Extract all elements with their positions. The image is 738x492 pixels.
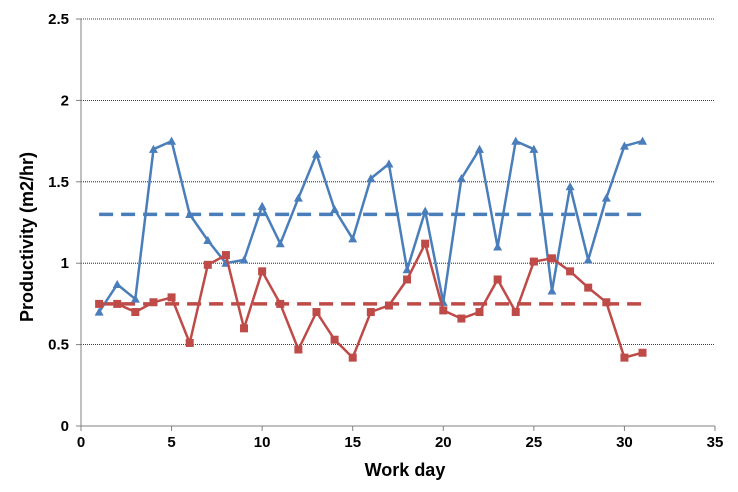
data-point-square xyxy=(258,267,267,276)
data-point-square xyxy=(348,353,357,362)
data-point-square xyxy=(547,254,556,263)
data-point-triangle xyxy=(348,234,358,243)
data-point-triangle xyxy=(257,201,267,210)
y-tick-label: 0.5 xyxy=(48,337,69,354)
data-point-triangle xyxy=(420,206,430,215)
data-point-triangle xyxy=(402,265,412,274)
data-point-square xyxy=(403,275,412,284)
data-point-triangle xyxy=(493,242,503,251)
data-point-triangle xyxy=(293,193,303,202)
x-tick-labels: 0 5 10 15 20 25 30 35 xyxy=(77,434,724,451)
data-point-square xyxy=(421,239,430,248)
data-point-triangle xyxy=(148,144,158,153)
data-point-triangle xyxy=(130,294,140,303)
y-tick-label: 1 xyxy=(61,255,69,272)
y-tick-label: 2 xyxy=(61,92,69,109)
data-point-square xyxy=(439,306,448,315)
data-series xyxy=(94,136,648,362)
data-point-square xyxy=(620,353,629,362)
data-point-square xyxy=(113,299,122,308)
data-point-triangle xyxy=(275,239,285,248)
data-point-square xyxy=(95,299,104,308)
data-point-triangle xyxy=(529,144,539,153)
data-point-square xyxy=(602,298,611,307)
data-point-triangle xyxy=(565,182,575,191)
data-point-triangle xyxy=(547,286,557,295)
data-point-square xyxy=(566,267,575,276)
x-tick-label: 10 xyxy=(254,434,271,451)
data-point-square xyxy=(185,338,194,347)
data-point-square xyxy=(529,257,538,266)
x-tick-label: 0 xyxy=(77,434,85,451)
data-point-triangle xyxy=(456,174,466,183)
y-tick-label: 0 xyxy=(61,418,69,435)
data-point-square xyxy=(203,260,212,269)
data-point-square xyxy=(584,283,593,292)
x-axis-label: Work day xyxy=(365,460,446,480)
data-point-square xyxy=(384,301,393,310)
x-tick-label: 15 xyxy=(344,434,361,451)
data-point-triangle xyxy=(601,193,611,202)
data-point-triangle xyxy=(384,159,394,168)
y-tick-label: 1.5 xyxy=(48,174,69,191)
data-point-triangle xyxy=(185,209,195,218)
data-point-triangle xyxy=(203,235,213,245)
axes xyxy=(76,18,716,431)
data-point-triangle xyxy=(112,279,122,288)
data-point-triangle xyxy=(94,307,104,316)
data-point-triangle xyxy=(239,255,249,264)
data-point-square xyxy=(240,324,249,333)
data-point-square xyxy=(366,308,375,317)
data-point-square xyxy=(638,348,647,357)
y-axis-label: Productivity (m2/hr) xyxy=(17,152,37,322)
x-tick-label: 5 xyxy=(167,434,175,451)
x-tick-label: 35 xyxy=(707,434,724,451)
data-point-square xyxy=(457,314,466,323)
y-tick-label: 2.5 xyxy=(48,11,69,28)
data-point-triangle xyxy=(583,255,593,264)
data-point-square xyxy=(493,275,502,284)
x-tick-label: 25 xyxy=(526,434,543,451)
data-point-square xyxy=(131,308,140,317)
data-point-triangle xyxy=(475,144,485,153)
data-point-square xyxy=(221,251,230,260)
data-point-square xyxy=(294,345,303,354)
y-tick-labels: 0 0.5 1 1.5 2 2.5 xyxy=(48,11,69,435)
data-point-triangle xyxy=(330,204,340,214)
series-group xyxy=(95,239,647,362)
data-point-square xyxy=(312,308,321,317)
x-tick-label: 20 xyxy=(435,434,452,451)
gridlines xyxy=(81,18,715,346)
data-point-triangle xyxy=(311,149,321,158)
data-point-square xyxy=(149,298,158,307)
data-point-triangle xyxy=(638,136,648,145)
data-point-square xyxy=(511,308,520,317)
data-point-square xyxy=(330,335,339,344)
data-point-triangle xyxy=(511,136,521,145)
data-point-triangle xyxy=(619,141,629,150)
x-tick-label: 30 xyxy=(616,434,633,451)
data-point-triangle xyxy=(366,174,376,183)
data-point-square xyxy=(475,308,484,317)
data-point-square xyxy=(276,299,285,308)
data-point-square xyxy=(167,293,176,302)
data-point-triangle xyxy=(167,136,177,145)
